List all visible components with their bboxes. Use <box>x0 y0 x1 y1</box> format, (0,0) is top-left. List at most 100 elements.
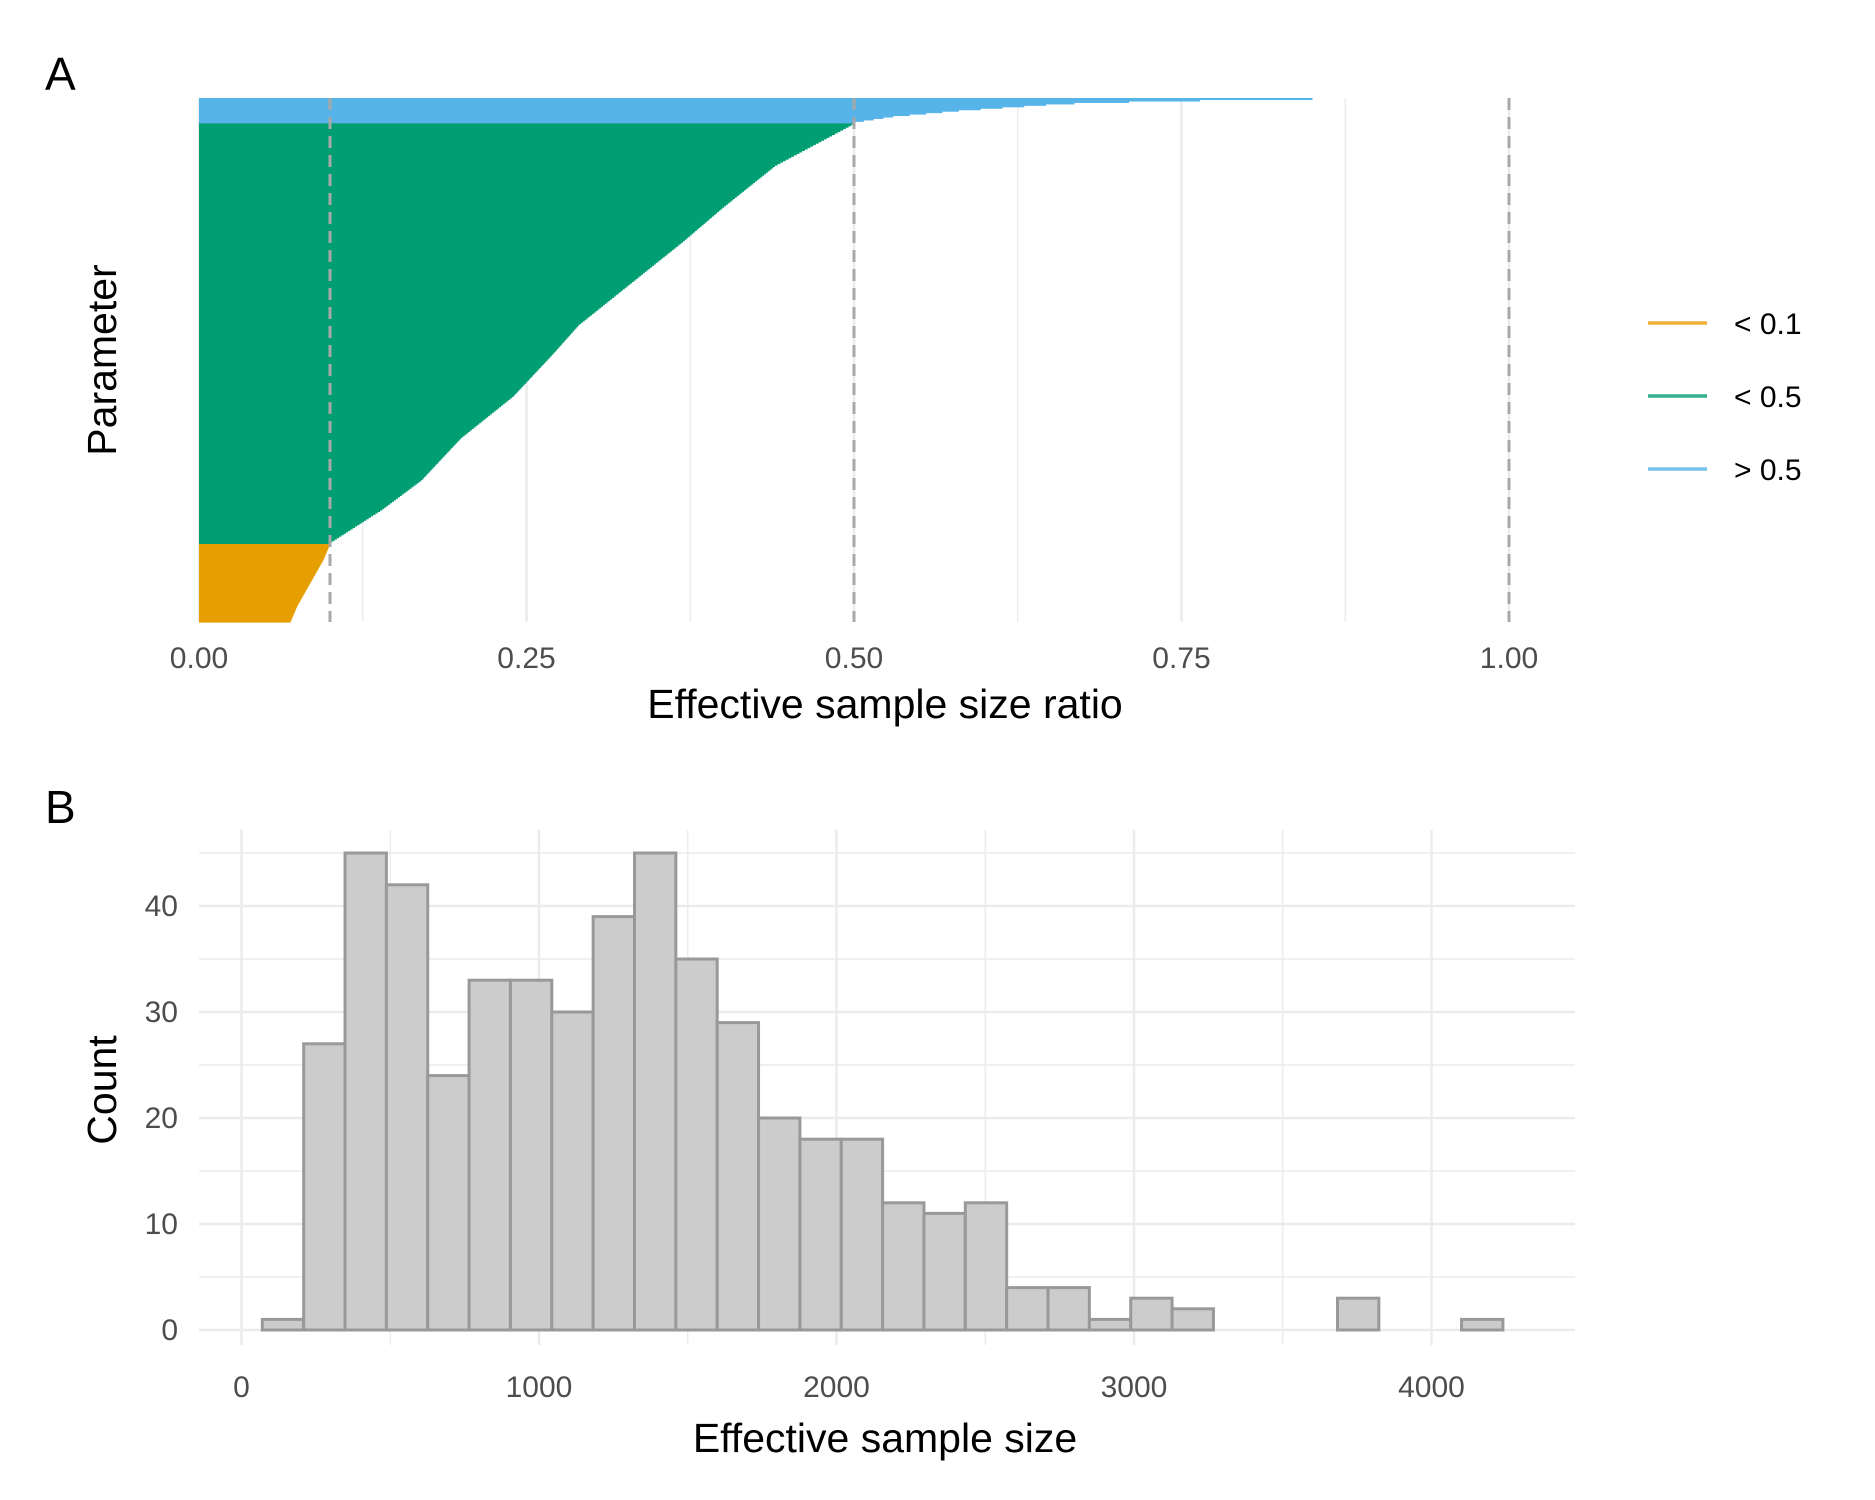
panel-a-bar <box>199 325 578 328</box>
panel-a-bar <box>199 313 593 316</box>
panel-a-legend: < 0.1 < 0.5 > 0.5 <box>1648 308 1802 487</box>
panel-a-bar <box>199 520 365 523</box>
panel-a-bar <box>199 419 483 422</box>
panel-a-bar <box>199 148 805 151</box>
panel-a-bar <box>199 562 322 565</box>
panel-a-bar <box>199 214 714 217</box>
panel-a-bar <box>199 442 456 446</box>
panel-a-bar <box>199 528 351 531</box>
panel-b-x-tick-label: 2000 <box>803 1371 870 1404</box>
panel-a-bar <box>199 354 552 357</box>
panel-a-bar <box>199 549 328 552</box>
panel-a-reference-lines <box>328 98 1511 622</box>
panel-a-bar <box>199 167 772 170</box>
panel-a-bar <box>199 166 774 169</box>
panel-a-bar <box>199 560 323 563</box>
panel-a-bar <box>199 619 292 622</box>
panel-a-bar <box>199 373 535 376</box>
panel-a-bar <box>199 458 441 462</box>
panel-a-bar <box>199 103 1047 106</box>
panel-a-bar <box>199 141 819 144</box>
panel-a-bar <box>199 463 437 466</box>
panel-a-bar <box>199 208 721 211</box>
panel-a-bar <box>199 616 293 619</box>
panel-a-bar <box>199 332 572 335</box>
panel-a-bar <box>199 493 402 496</box>
panel-a-bar <box>199 224 702 227</box>
panel-a-bar <box>199 515 371 518</box>
panel-b-x-axis-title: Effective sample size <box>693 1415 1077 1461</box>
panel-a-bar <box>199 204 726 207</box>
panel-b-x-tick-label: 0 <box>233 1371 250 1404</box>
panel-a-bar <box>199 491 406 494</box>
panel-a-bar <box>199 172 766 175</box>
panel-a-series-0 <box>199 543 330 623</box>
panel-a-bar <box>199 109 959 112</box>
panel-a-bar <box>199 346 559 349</box>
panel-a-bar <box>199 108 981 111</box>
panel-a-bar <box>199 474 426 478</box>
panel-a-bar <box>199 568 319 571</box>
panel-b-y-tick-label: 0 <box>161 1314 178 1347</box>
panel-a-bar <box>199 450 449 453</box>
panel-a-bar <box>199 426 474 430</box>
panel-b-bar <box>715 1021 761 1332</box>
panel-a-bar <box>199 198 734 201</box>
panel-a-bar <box>199 253 667 256</box>
panel-a-bar <box>199 272 644 275</box>
panel-a-bar <box>199 99 1200 102</box>
panel-a-bar <box>199 557 324 561</box>
panel-b-bar <box>1335 1296 1381 1332</box>
panel-b-bars <box>260 851 1505 1332</box>
panel-a-bar <box>199 147 808 150</box>
panel-a-bar <box>199 495 400 498</box>
panel-a-bar <box>199 294 616 297</box>
panel-a-bar <box>199 132 835 135</box>
panel-a-bar <box>199 467 433 470</box>
panel-a-bar <box>199 121 854 124</box>
panel-a-bar <box>199 362 544 365</box>
panel-a-bar <box>199 250 671 253</box>
panel-a-bar <box>199 295 614 299</box>
panel-a-bar <box>199 237 687 240</box>
panel-a-bar <box>199 211 718 214</box>
panel-a-bar <box>199 541 330 544</box>
panel-b-bar <box>757 1116 802 1332</box>
panel-a-bar <box>199 191 743 194</box>
panel-a-bar <box>199 434 465 437</box>
panel-a-bar <box>199 164 776 168</box>
panel-a-bar <box>199 527 353 530</box>
panel-b-tag: B <box>45 781 76 833</box>
panel-a-bar <box>199 579 312 582</box>
panel-a-bar <box>199 252 669 255</box>
panel-a-bar <box>199 173 765 176</box>
panel-a-bar <box>199 540 333 543</box>
panel-b-x-tick-label: 3000 <box>1101 1371 1168 1404</box>
panel-a-tag: A <box>45 48 76 100</box>
panel-a-bar <box>199 163 778 166</box>
panel-a-bar <box>199 316 589 319</box>
panel-a-bar <box>199 218 709 221</box>
panel-a-bar <box>199 116 884 119</box>
panel-a-bar <box>199 521 362 524</box>
panel-a-bar <box>199 269 647 272</box>
panel-a-bar <box>199 543 330 546</box>
panel-a-bar <box>199 304 603 307</box>
panel-a-bar <box>199 112 927 115</box>
panel-a-bar <box>199 106 1003 109</box>
panel-a-bar <box>199 496 398 499</box>
panel-b-y-ticks: 0 10 20 30 40 <box>145 890 178 1347</box>
panel-a-bar <box>199 537 337 540</box>
panel-a: A 0.00 0.25 0.50 0.75 1.00 Effective sample … <box>45 48 1802 727</box>
panel-a-bar <box>199 547 329 550</box>
panel-a-bar <box>199 223 704 226</box>
panel-a-bar <box>199 416 487 419</box>
panel-a-bar <box>199 195 737 198</box>
panel-a-bar <box>199 565 320 568</box>
panel-a-bar <box>199 486 412 489</box>
panel-a-bar <box>199 310 596 313</box>
panel-a-bar <box>199 169 770 172</box>
panel-a-bar <box>199 421 482 424</box>
panel-a-bar <box>199 322 582 325</box>
panel-a-bar <box>199 205 725 208</box>
